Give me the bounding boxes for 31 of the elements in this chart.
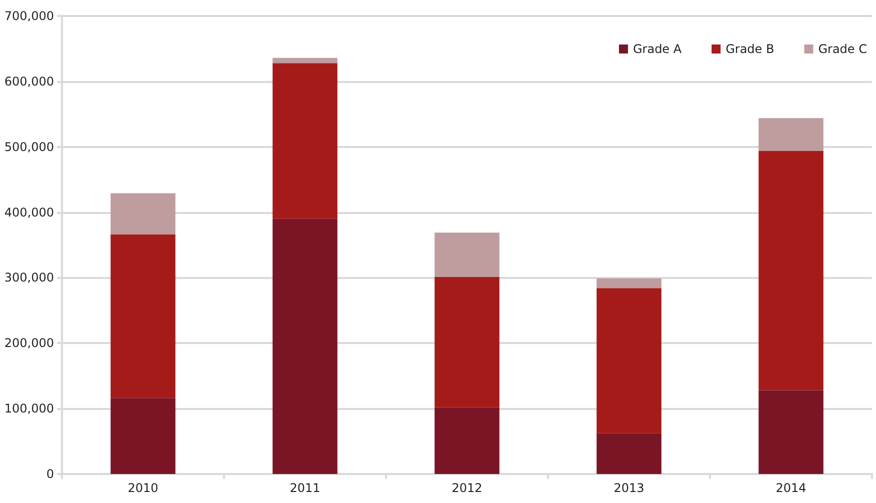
y-tick-label: 0 [46, 467, 54, 481]
bar [758, 390, 824, 474]
y-tick-label: 200,000 [4, 336, 54, 350]
bar [758, 150, 824, 390]
x-tick-label: 2010 [128, 481, 158, 495]
y-tick-label: 100,000 [4, 402, 54, 416]
bar [434, 407, 500, 474]
bar [272, 58, 338, 64]
bar [272, 218, 338, 474]
legend-label: Grade C [818, 42, 867, 56]
bar [596, 433, 662, 474]
bar [110, 234, 176, 398]
bar [596, 278, 662, 288]
bar [110, 398, 176, 474]
bar [110, 193, 176, 235]
bar [272, 63, 338, 219]
legend-label: Grade A [632, 42, 682, 56]
legend-label: Grade B [726, 42, 774, 56]
bar [596, 288, 662, 434]
y-tick-label: 300,000 [4, 270, 54, 285]
y-tick-label: 600,000 [4, 74, 54, 88]
bar [434, 277, 500, 408]
x-tick-label: 2011 [290, 481, 320, 495]
y-tick-label: 500,000 [4, 140, 54, 154]
x-tick-label: 2012 [452, 481, 482, 495]
x-tick-label: 2014 [776, 481, 806, 495]
bar [758, 118, 824, 151]
y-tick-label: 700,000 [4, 9, 54, 23]
x-tick-label: 2013 [614, 481, 644, 495]
y-tick-label: 400,000 [4, 205, 54, 220]
bar [434, 232, 500, 278]
